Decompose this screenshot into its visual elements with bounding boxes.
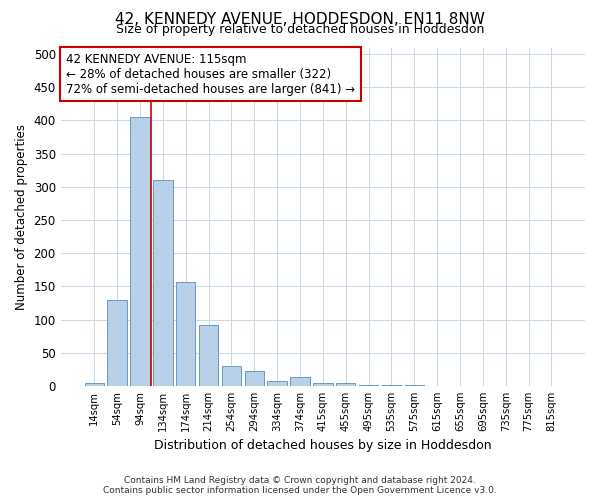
Bar xyxy=(290,376,310,386)
Bar xyxy=(176,282,196,386)
Bar xyxy=(130,117,149,386)
Bar xyxy=(268,380,287,386)
Bar xyxy=(336,382,355,386)
Bar xyxy=(199,325,218,386)
X-axis label: Distribution of detached houses by size in Hoddesdon: Distribution of detached houses by size … xyxy=(154,440,491,452)
Text: 42, KENNEDY AVENUE, HODDESDON, EN11 8NW: 42, KENNEDY AVENUE, HODDESDON, EN11 8NW xyxy=(115,12,485,28)
Text: Size of property relative to detached houses in Hoddesdon: Size of property relative to detached ho… xyxy=(116,22,484,36)
Text: Contains HM Land Registry data © Crown copyright and database right 2024.
Contai: Contains HM Land Registry data © Crown c… xyxy=(103,476,497,495)
Bar xyxy=(359,384,378,386)
Bar xyxy=(245,372,264,386)
Y-axis label: Number of detached properties: Number of detached properties xyxy=(15,124,28,310)
Bar xyxy=(221,366,241,386)
Bar xyxy=(313,382,332,386)
Bar xyxy=(153,180,173,386)
Text: 42 KENNEDY AVENUE: 115sqm
← 28% of detached houses are smaller (322)
72% of semi: 42 KENNEDY AVENUE: 115sqm ← 28% of detac… xyxy=(66,52,355,96)
Bar xyxy=(107,300,127,386)
Bar xyxy=(85,382,104,386)
